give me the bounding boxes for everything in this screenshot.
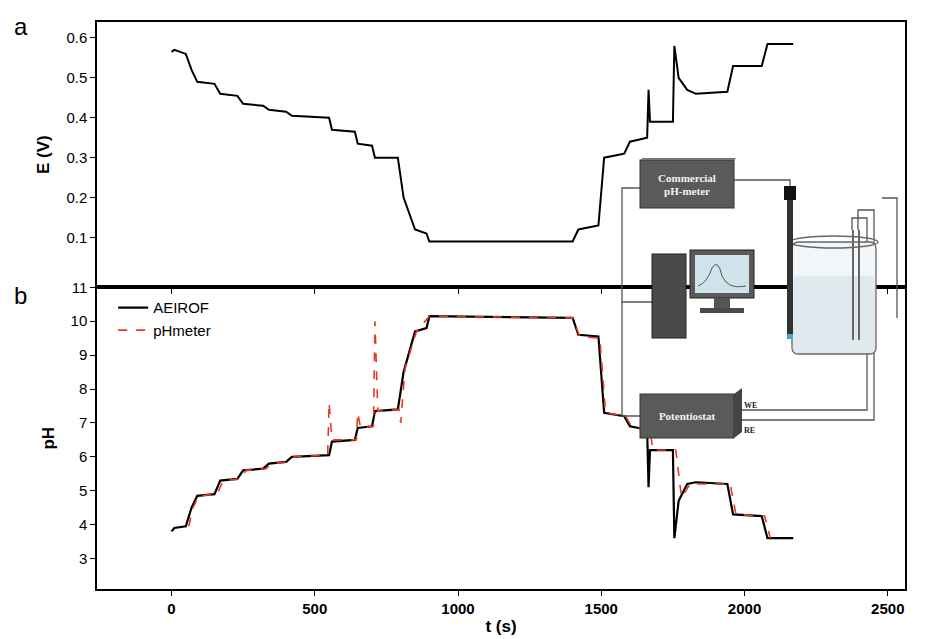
svg-text:E (V): E (V) [34, 135, 53, 174]
svg-text:11: 11 [72, 279, 88, 296]
svg-text:0.1: 0.1 [66, 229, 87, 246]
svg-text:9: 9 [79, 346, 87, 363]
svg-text:t (s): t (s) [485, 617, 516, 636]
svg-text:8: 8 [79, 380, 87, 397]
svg-text:5: 5 [79, 482, 87, 499]
svg-text:0.3: 0.3 [66, 149, 87, 166]
svg-text:2000: 2000 [728, 600, 761, 617]
svg-text:pH: pH [39, 427, 58, 450]
svg-text:6: 6 [79, 448, 87, 465]
svg-text:a: a [14, 13, 28, 40]
svg-text:0.4: 0.4 [66, 109, 87, 126]
svg-text:2500: 2500 [871, 600, 904, 617]
svg-text:AEIROF: AEIROF [153, 299, 209, 316]
svg-text:Potentiostat: Potentiostat [659, 410, 716, 422]
svg-text:7: 7 [79, 414, 87, 431]
svg-text:RE: RE [744, 426, 755, 435]
svg-text:1000: 1000 [441, 600, 474, 617]
svg-text:pH-meter: pH-meter [664, 185, 710, 197]
svg-text:b: b [14, 282, 27, 309]
svg-text:3: 3 [79, 550, 87, 567]
svg-text:0.6: 0.6 [66, 29, 87, 46]
svg-text:0: 0 [167, 600, 175, 617]
svg-text:10: 10 [71, 312, 88, 329]
svg-text:Commercial: Commercial [658, 172, 716, 184]
svg-text:pHmeter: pHmeter [153, 322, 211, 339]
svg-text:WE: WE [744, 401, 757, 410]
svg-text:4: 4 [79, 516, 87, 533]
svg-text:500: 500 [302, 600, 327, 617]
svg-text:1500: 1500 [585, 600, 618, 617]
svg-text:0.2: 0.2 [66, 189, 87, 206]
svg-text:0.5: 0.5 [66, 69, 87, 86]
